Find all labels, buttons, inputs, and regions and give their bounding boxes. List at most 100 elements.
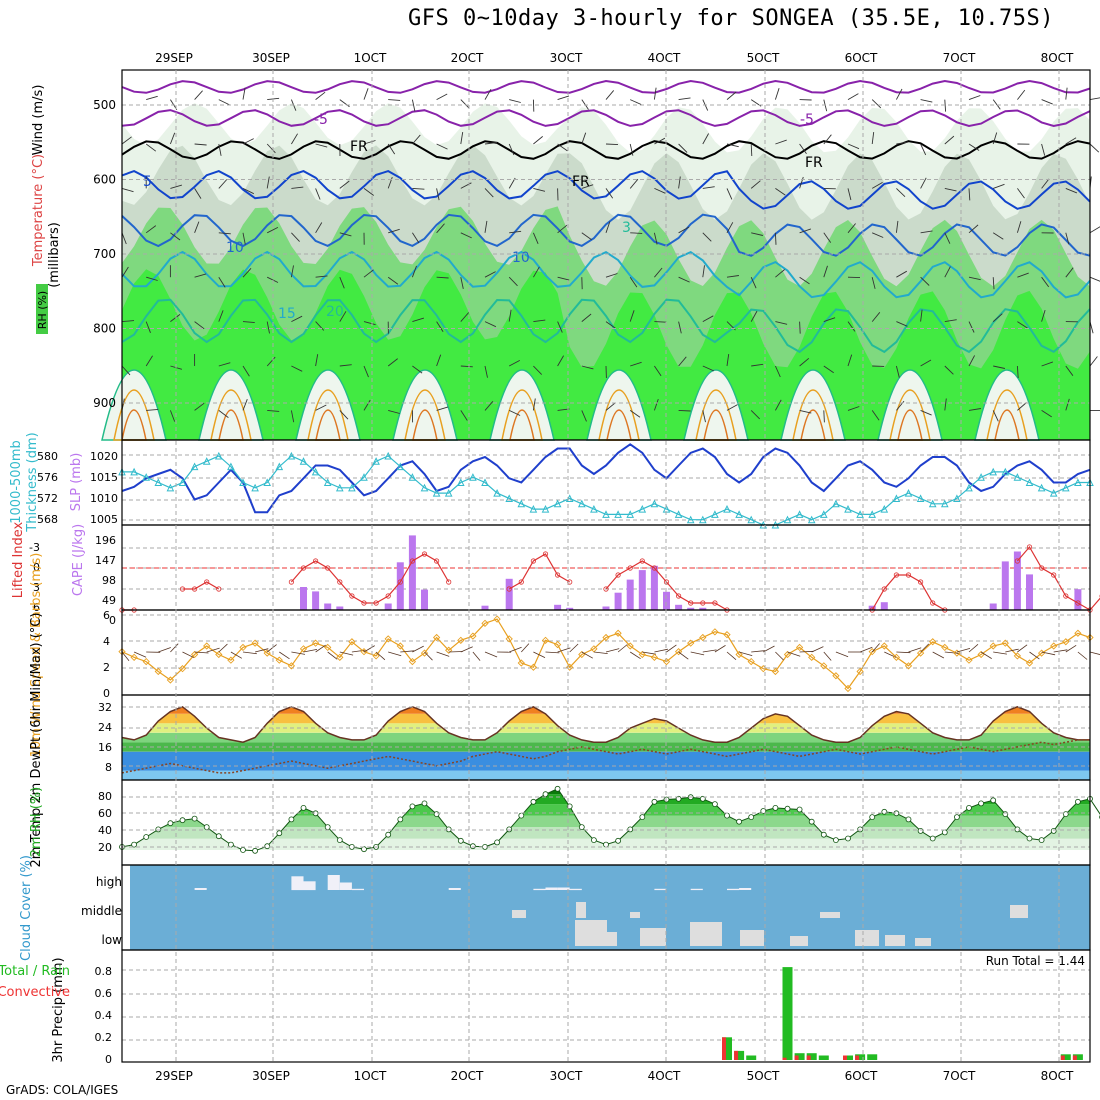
temp-tick-label: 8: [105, 761, 112, 774]
precip-total-bar: [806, 1053, 817, 1060]
wind-barb: [581, 184, 594, 189]
wind-barb: [533, 365, 543, 375]
wind-barb: [291, 232, 300, 242]
wind-barb: [944, 651, 959, 654]
temperature-contour: [889, 389, 931, 441]
wind-barb: [871, 277, 876, 289]
wind-barb: [702, 649, 717, 653]
wind-speed-point: [699, 633, 707, 642]
contour-label: FR: [572, 174, 590, 190]
cloud-low-bar: [690, 922, 722, 946]
wind-barb: [436, 143, 448, 150]
wind-barb: [871, 99, 882, 109]
wind-speed-point: [227, 656, 235, 664]
cape-bar: [505, 578, 513, 610]
wind-speed-point: [541, 636, 550, 644]
wind-speed-point: [481, 619, 489, 627]
wind-barb: [1017, 321, 1028, 329]
wind-barb: [521, 643, 530, 653]
slp-tick-label: 1020: [90, 450, 118, 463]
precip-axis-title: 3hr Precip (mm): [51, 957, 66, 1062]
thickness-point: [940, 499, 949, 508]
wind-barb: [980, 651, 992, 659]
wind-barb: [557, 647, 571, 653]
wind-speed-point: [505, 635, 513, 643]
li-point: [325, 565, 331, 571]
wind-barb: [1041, 178, 1050, 189]
thickness-point: [335, 483, 344, 492]
wind-barb: [726, 354, 730, 367]
wind-barb: [896, 141, 909, 145]
thickness-point: [590, 504, 598, 513]
wind-barb: [1041, 276, 1050, 288]
wind-barb: [1017, 89, 1026, 100]
wind-barb: [158, 647, 171, 653]
li-point: [627, 565, 633, 571]
li-point: [1026, 544, 1033, 550]
temp-tick-label: 16: [98, 741, 112, 754]
thickness-point: [977, 473, 985, 481]
panel-frame: [121, 949, 1091, 1063]
wind-barb: [750, 310, 758, 322]
wind-barb: [702, 315, 714, 322]
thickness-point: [832, 499, 840, 508]
wind-barb: [738, 651, 753, 656]
wind-barb: [1053, 649, 1068, 653]
thickness-line: [122, 455, 1090, 526]
temperature-contour: [121, 298, 1091, 354]
wind-speed-point: [445, 646, 453, 654]
li-line: [122, 545, 1100, 611]
cape-bar: [989, 603, 997, 610]
temperature-contour: [800, 409, 826, 441]
temp-band: [122, 706, 1090, 714]
temperature-contour: [315, 409, 341, 441]
temperature-contour: [307, 389, 349, 441]
li-point: [421, 551, 428, 557]
rh-point: [615, 837, 621, 844]
cape-tick-label: 196: [95, 534, 116, 547]
wind-barb: [895, 365, 900, 378]
wind-speed-point: [408, 657, 417, 666]
wind-barb: [460, 277, 464, 289]
temperature-contour: [986, 389, 1028, 441]
top-date-label: 30SEP: [252, 51, 290, 65]
wind-barb: [363, 365, 369, 378]
cloud-high-bar: [690, 888, 703, 891]
rh-point: [591, 837, 597, 843]
wind-barb: [678, 321, 682, 334]
wind-barb: [920, 359, 932, 367]
cloud-middle-bar: [630, 912, 640, 918]
thickness-point: [577, 499, 586, 508]
wind-speed-point: [1001, 639, 1009, 647]
wind-barb: [291, 651, 306, 655]
wind-barb: [750, 180, 761, 189]
cloud-high-bar: [739, 888, 752, 890]
panel-frame: [121, 779, 1091, 866]
rh-point: [941, 829, 948, 836]
wind-barb: [533, 651, 546, 658]
wind-barb: [605, 321, 617, 329]
wind-speed-point: [662, 657, 671, 666]
wind-barb: [872, 232, 884, 238]
precip-total-bar: [794, 1053, 805, 1060]
wind-speed-point: [324, 643, 332, 652]
thickness-point: [348, 483, 356, 492]
wind-speed-point: [287, 662, 296, 670]
thickness-point: [1037, 483, 1046, 492]
cape-tick-label: 49: [102, 594, 116, 607]
wind-barb: [1065, 398, 1070, 411]
wind-barb: [823, 232, 832, 243]
wind-barb: [605, 648, 620, 653]
li-point: [518, 579, 524, 585]
wind-barb: [654, 648, 668, 653]
thickness-tick-label: 580: [37, 450, 58, 463]
wind-speed-line: [121, 618, 1091, 690]
thickness-point: [602, 510, 610, 518]
cloud-high-bar: [339, 882, 352, 890]
wind-barb: [956, 648, 971, 653]
thickness-point: [1061, 483, 1070, 492]
precip-convective-bar: [806, 1055, 811, 1060]
rh-point: [1075, 798, 1081, 805]
wind-speed-point: [493, 615, 501, 623]
precip-tick-label: 0: [105, 1053, 112, 1066]
